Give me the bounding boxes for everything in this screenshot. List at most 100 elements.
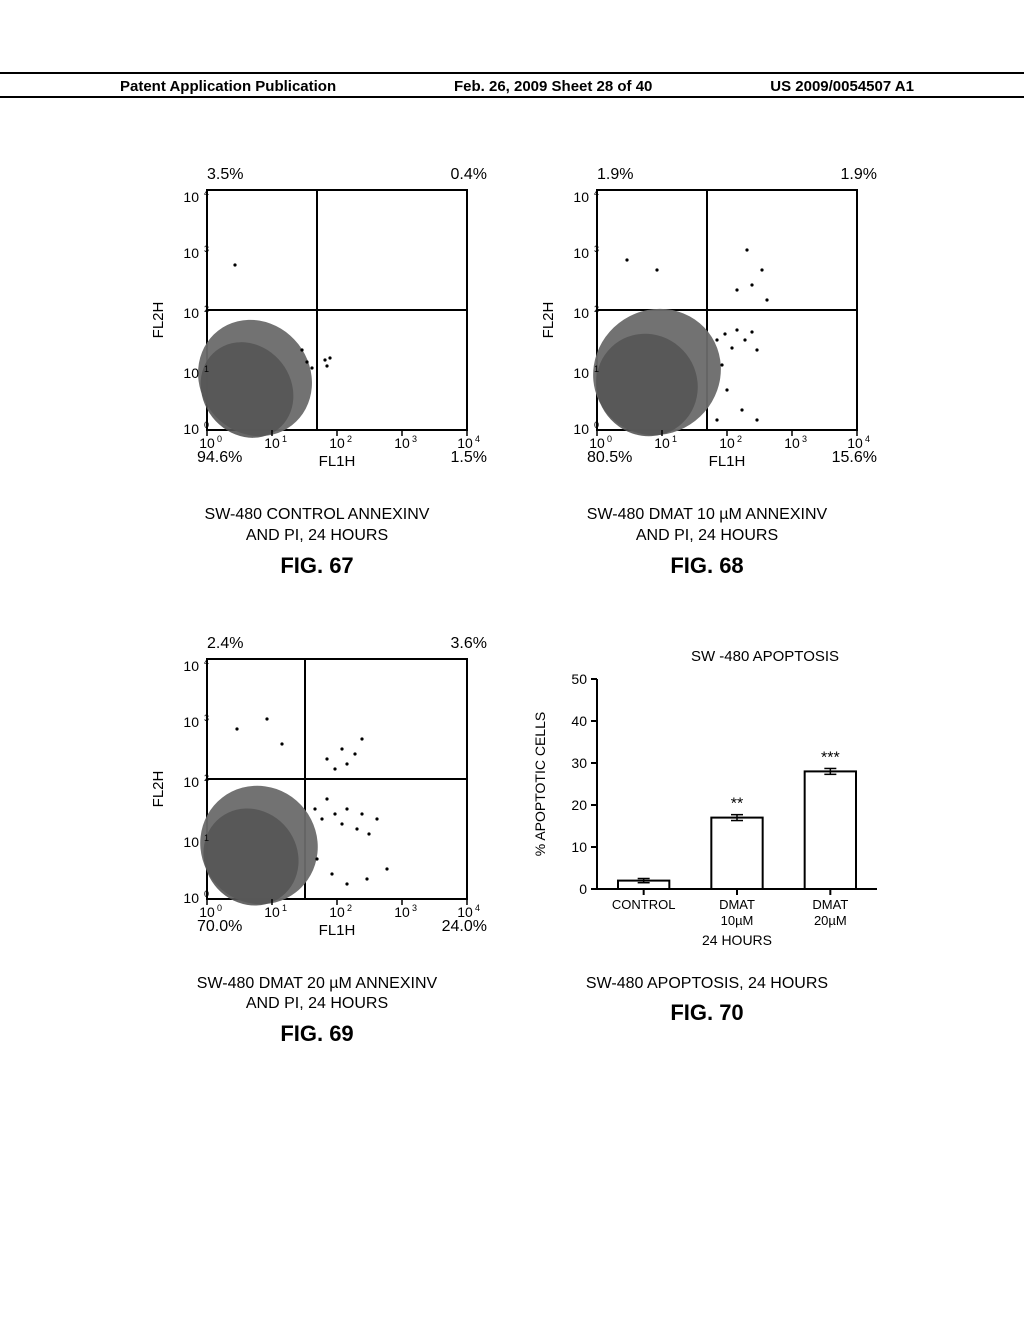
svg-text:SW -480 APOPTOSIS: SW -480 APOPTOSIS <box>691 648 839 665</box>
svg-text:4: 4 <box>475 434 480 444</box>
figure-68: 1.9% 1.9% <box>527 170 887 579</box>
fig68-quad-ur: 1.9% <box>841 166 877 184</box>
fig68-plot: 1.9% 1.9% <box>527 170 887 495</box>
svg-text:40: 40 <box>571 713 587 729</box>
fig67-quad-lr: 1.5% <box>451 449 487 467</box>
svg-text:50: 50 <box>571 671 587 687</box>
fig67-quad-ur: 0.4% <box>451 166 487 184</box>
figures-area: 3.5% 0.4% <box>0 170 1024 1097</box>
figure-row-1: 3.5% 0.4% <box>0 170 1024 579</box>
svg-text:3: 3 <box>204 713 209 723</box>
fig67-plot: 3.5% 0.4% <box>137 170 497 495</box>
svg-text:2: 2 <box>347 434 352 444</box>
svg-text:10: 10 <box>573 189 589 205</box>
fig67-xlabel: FL1H <box>319 453 356 470</box>
svg-text:10: 10 <box>183 305 199 321</box>
fig70-plot: 01020304050CONTROL**DMAT10µM***DMAT20µM2… <box>527 639 887 964</box>
svg-text:3: 3 <box>802 434 807 444</box>
fig67-quad-ll: 94.6% <box>197 449 242 467</box>
page-header: Patent Application Publication Feb. 26, … <box>0 72 1024 95</box>
fig68-xlabel: FL1H <box>709 453 746 470</box>
fig68-caption: SW-480 DMAT 10 µM ANNEXINV AND PI, 24 HO… <box>587 505 827 547</box>
svg-text:1: 1 <box>672 434 677 444</box>
svg-text:10: 10 <box>329 435 345 451</box>
svg-text:24 HOURS: 24 HOURS <box>702 932 772 948</box>
svg-text:10: 10 <box>183 890 199 906</box>
fig68-svg: 100 101 102 103 104 FL2H 100 101 102 <box>527 170 887 490</box>
fig68-ylabel: FL2H <box>540 302 557 339</box>
svg-text:DMAT: DMAT <box>812 897 848 912</box>
svg-text:10: 10 <box>183 365 199 381</box>
svg-text:4: 4 <box>475 903 480 913</box>
svg-text:30: 30 <box>571 755 587 771</box>
svg-text:10: 10 <box>573 245 589 261</box>
svg-text:3: 3 <box>204 244 209 254</box>
svg-text:10: 10 <box>183 421 199 437</box>
svg-text:10: 10 <box>183 658 199 674</box>
svg-text:2: 2 <box>737 434 742 444</box>
svg-text:4: 4 <box>865 434 870 444</box>
fig67-quad-ul: 3.5% <box>207 166 243 184</box>
fig70-number: FIG. 70 <box>670 1000 743 1026</box>
header-right: US 2009/0054507 A1 <box>770 78 914 95</box>
figure-67: 3.5% 0.4% <box>137 170 497 579</box>
fig67-ylabel: FL2H <box>150 302 167 339</box>
svg-text:2: 2 <box>594 304 599 314</box>
svg-text:10: 10 <box>183 774 199 790</box>
header-rule <box>0 96 1024 98</box>
svg-text:10: 10 <box>264 904 280 920</box>
svg-text:10: 10 <box>654 435 670 451</box>
svg-text:10: 10 <box>719 435 735 451</box>
svg-text:20µM: 20µM <box>814 913 847 928</box>
svg-text:10: 10 <box>183 189 199 205</box>
fig67-number: FIG. 67 <box>280 553 353 579</box>
fig69-svg: 100 101 102 103 104 FL2H 100 101 102 <box>137 639 497 959</box>
svg-text:1: 1 <box>282 434 287 444</box>
svg-text:**: ** <box>731 795 743 812</box>
svg-text:4: 4 <box>594 188 599 198</box>
fig67-caption: SW-480 CONTROL ANNEXINV AND PI, 24 HOURS <box>205 505 430 547</box>
svg-text:***: *** <box>821 749 840 766</box>
fig69-quad-ll: 70.0% <box>197 918 242 936</box>
svg-text:4: 4 <box>204 188 209 198</box>
fig68-quad-ll: 80.5% <box>587 449 632 467</box>
svg-text:3: 3 <box>412 434 417 444</box>
svg-text:10: 10 <box>573 305 589 321</box>
svg-text:DMAT: DMAT <box>719 897 755 912</box>
fig68-number: FIG. 68 <box>670 553 743 579</box>
svg-text:20: 20 <box>571 797 587 813</box>
fig69-quad-lr: 24.0% <box>442 918 487 936</box>
fig69-xlabel: FL1H <box>319 922 356 939</box>
fig69-plot: 2.4% 3.6% <box>137 639 497 964</box>
header-center: Feb. 26, 2009 Sheet 28 of 40 <box>454 78 652 95</box>
svg-text:3: 3 <box>412 903 417 913</box>
svg-text:10µM: 10µM <box>721 913 754 928</box>
svg-text:4: 4 <box>204 657 209 667</box>
svg-text:0: 0 <box>579 881 587 897</box>
fig68-quad-lr: 15.6% <box>832 449 877 467</box>
svg-text:10: 10 <box>183 714 199 730</box>
fig69-quad-ul: 2.4% <box>207 635 243 653</box>
svg-text:0: 0 <box>217 903 222 913</box>
fig67-svg: 100 101 102 103 104 FL2H 100 101 <box>137 170 497 490</box>
svg-text:10: 10 <box>784 435 800 451</box>
svg-text:CONTROL: CONTROL <box>612 897 676 912</box>
svg-text:0: 0 <box>217 434 222 444</box>
svg-text:3: 3 <box>594 244 599 254</box>
svg-text:10: 10 <box>394 904 410 920</box>
fig69-quad-ur: 3.6% <box>451 635 487 653</box>
svg-text:0: 0 <box>594 420 599 430</box>
svg-text:2: 2 <box>204 773 209 783</box>
page: Patent Application Publication Feb. 26, … <box>0 0 1024 1320</box>
fig70-caption: SW-480 APOPTOSIS, 24 HOURS <box>586 974 828 995</box>
header-left: Patent Application Publication <box>120 78 336 95</box>
svg-text:1: 1 <box>594 364 599 374</box>
figure-69: 2.4% 3.6% <box>137 639 497 1048</box>
svg-text:10: 10 <box>183 245 199 261</box>
fig68-quad-ul: 1.9% <box>597 166 633 184</box>
svg-text:1: 1 <box>282 903 287 913</box>
fig69-number: FIG. 69 <box>280 1021 353 1047</box>
fig70-svg: 01020304050CONTROL**DMAT10µM***DMAT20µM2… <box>527 639 887 959</box>
figure-row-2: 2.4% 3.6% <box>0 639 1024 1048</box>
svg-text:10: 10 <box>573 365 589 381</box>
